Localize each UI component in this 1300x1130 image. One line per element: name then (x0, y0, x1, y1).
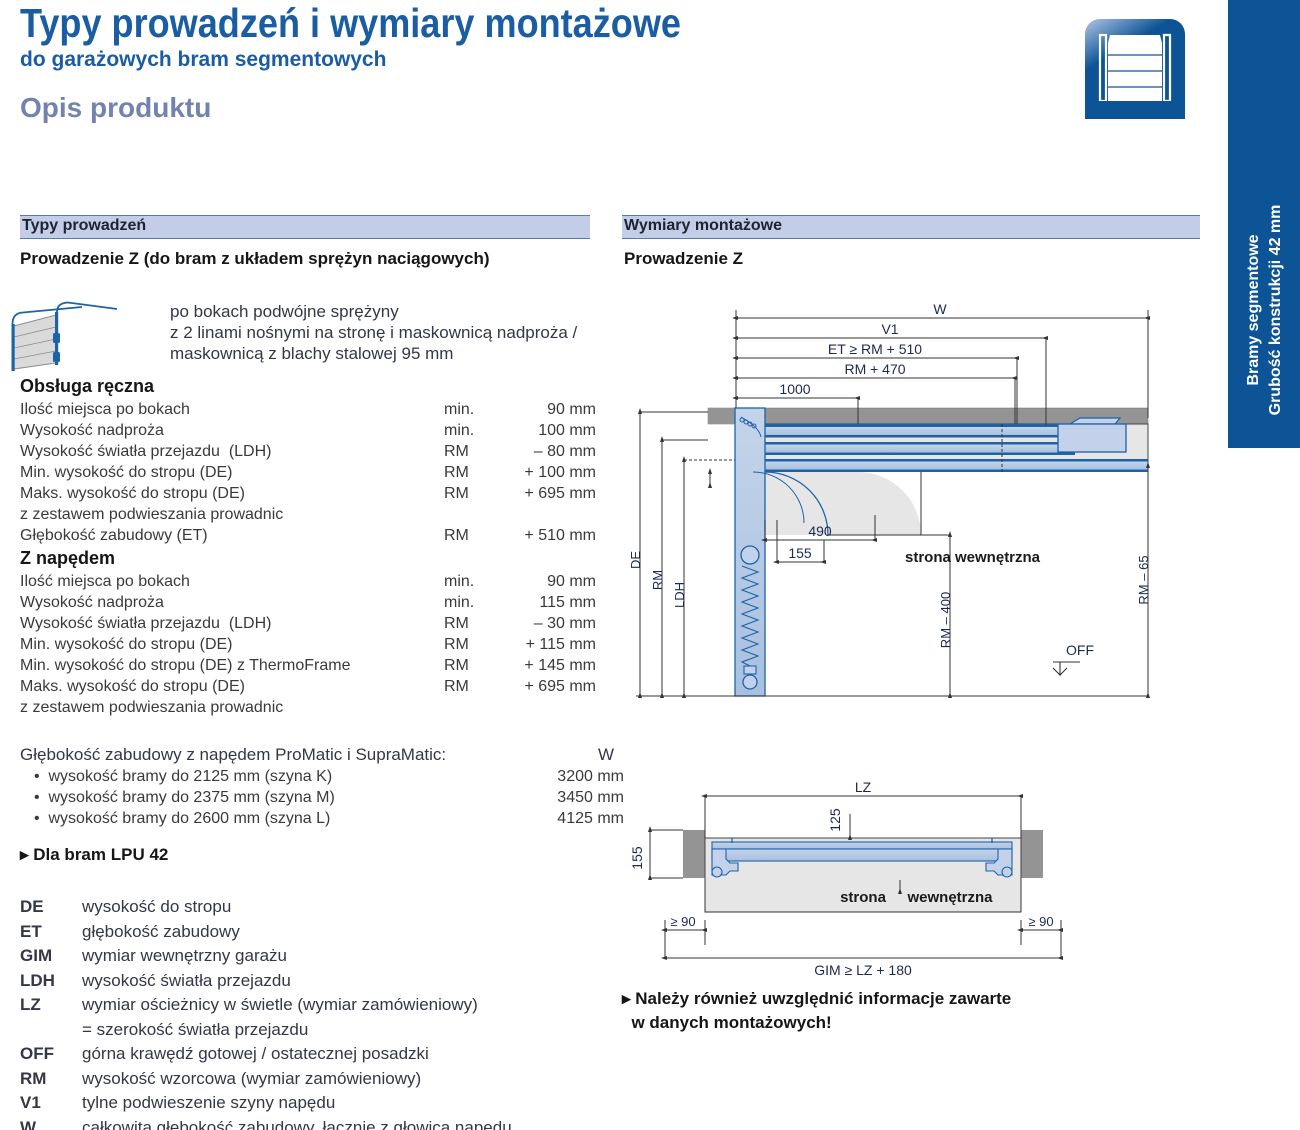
svg-text:OFF: OFF (1066, 642, 1094, 658)
svg-text:RM: RM (650, 570, 665, 590)
svg-text:≥ 90: ≥ 90 (1028, 914, 1053, 929)
svg-text:W: W (933, 301, 947, 317)
svg-text:125: 125 (827, 808, 843, 832)
svg-text:LDH: LDH (672, 582, 687, 608)
svg-text:strona: strona (840, 889, 887, 906)
svg-text:LZ: LZ (855, 780, 872, 795)
svg-text:RM – 400: RM – 400 (938, 592, 953, 648)
svg-text:155: 155 (629, 846, 645, 870)
svg-text:GIM ≥ LZ + 180: GIM ≥ LZ + 180 (814, 962, 912, 978)
svg-text:RM + 470: RM + 470 (844, 361, 905, 377)
svg-text:RM – 65: RM – 65 (1136, 555, 1151, 604)
svg-text:wewnętrzna: wewnętrzna (906, 889, 993, 906)
svg-text:V1: V1 (881, 321, 898, 337)
svg-text:490: 490 (808, 523, 832, 539)
svg-text:155: 155 (788, 545, 812, 561)
svg-text:ET ≥ RM + 510: ET ≥ RM + 510 (828, 341, 922, 357)
svg-text:1000: 1000 (779, 381, 810, 397)
svg-text:≥ 90: ≥ 90 (670, 914, 695, 929)
svg-text:strona wewnętrzna: strona wewnętrzna (905, 549, 1041, 566)
svg-text:DE: DE (628, 551, 643, 569)
